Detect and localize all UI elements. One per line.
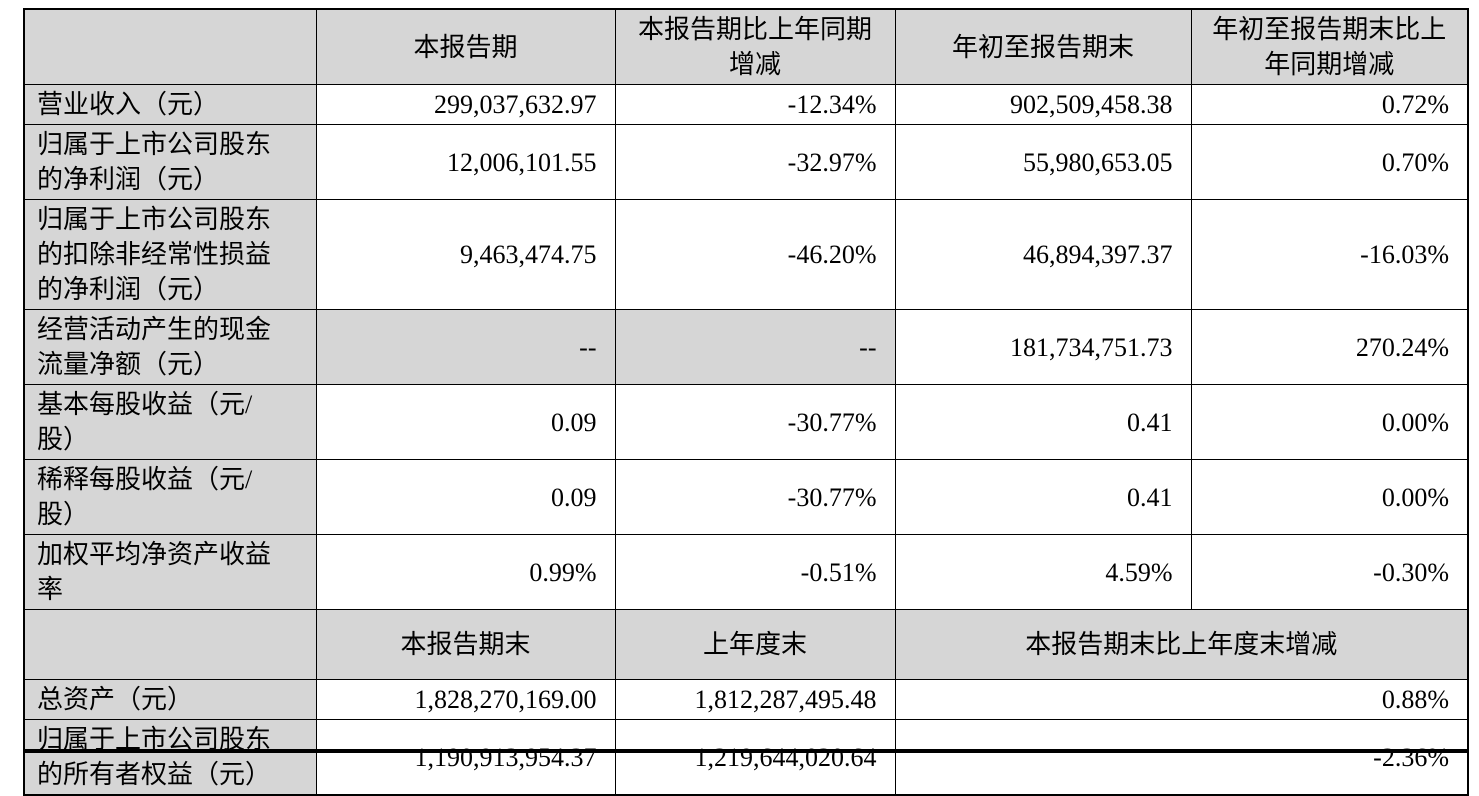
value-ytd: 46,894,397.37 bbox=[894, 199, 1192, 310]
value-ytd: 902,509,458.38 bbox=[894, 84, 1192, 125]
header-period-end-change: 本报告期末比上年度末增减 bbox=[894, 609, 1469, 680]
header-ytd: 年初至报告期末 bbox=[894, 8, 1192, 85]
value-ytd-change: -16.03% bbox=[1190, 199, 1469, 310]
value-ytd-change: 0.00% bbox=[1190, 384, 1469, 460]
value-ytd-change: 270.24% bbox=[1190, 309, 1469, 385]
value-period-change: -46.20% bbox=[614, 199, 896, 310]
value-ytd: 181,734,751.73 bbox=[894, 309, 1192, 385]
value-ytd: 0.41 bbox=[894, 459, 1192, 535]
financial-summary-table: 本报告期 本报告期比上年同期 增减 年初至报告期末 年初至报告期末比上 年同期增… bbox=[23, 8, 1469, 796]
table-row-equity: 归属于上市公司股东 的所有者权益（元） 1,190,913,954.37 1,2… bbox=[23, 719, 1469, 796]
row-label: 加权平均净资产收益 率 bbox=[23, 534, 317, 610]
header-prev-year-end: 上年度末 bbox=[614, 609, 896, 680]
row-label: 总资产（元） bbox=[23, 679, 317, 720]
value-period: 0.99% bbox=[315, 534, 616, 610]
table-row-operating-cash-flow: 经营活动产生的现金 流量净额（元） -- -- 181,734,751.73 2… bbox=[23, 309, 1469, 385]
header-period: 本报告期 bbox=[315, 8, 616, 85]
row-label: 归属于上市公司股东 的扣除非经常性损益 的净利润（元） bbox=[23, 199, 317, 310]
value-ytd-change: -0.30% bbox=[1190, 534, 1469, 610]
header-row-period-end: 本报告期末 上年度末 本报告期末比上年度末增减 bbox=[23, 609, 1469, 680]
value-period: 12,006,101.55 bbox=[315, 124, 616, 200]
value-period-change: -0.51% bbox=[614, 534, 896, 610]
row-label: 营业收入（元） bbox=[23, 84, 317, 125]
row-label: 归属于上市公司股东 的净利润（元） bbox=[23, 124, 317, 200]
value-ytd-change: 0.00% bbox=[1190, 459, 1469, 535]
value-period: -- bbox=[315, 309, 616, 385]
row-label: 经营活动产生的现金 流量净额（元） bbox=[23, 309, 317, 385]
row-label: 基本每股收益（元/ 股） bbox=[23, 384, 317, 460]
header-row-current-period: 本报告期 本报告期比上年同期 增减 年初至报告期末 年初至报告期末比上 年同期增… bbox=[23, 8, 1469, 85]
bottom-rule-divider bbox=[23, 749, 1467, 753]
header-period-end: 本报告期末 bbox=[315, 609, 616, 680]
table-row-net-profit: 归属于上市公司股东 的净利润（元） 12,006,101.55 -32.97% … bbox=[23, 124, 1469, 200]
table-row-diluted-eps: 稀释每股收益（元/ 股） 0.09 -30.77% 0.41 0.00% bbox=[23, 459, 1469, 535]
value-period-change: -30.77% bbox=[614, 384, 896, 460]
table-row-total-assets: 总资产（元） 1,828,270,169.00 1,812,287,495.48… bbox=[23, 679, 1469, 720]
value-period-end: 1,828,270,169.00 bbox=[315, 679, 616, 720]
value-period: 0.09 bbox=[315, 459, 616, 535]
header-empty-cell bbox=[23, 609, 317, 680]
header-period-change: 本报告期比上年同期 增减 bbox=[614, 8, 896, 85]
value-period-end: 1,190,913,954.37 bbox=[315, 719, 616, 796]
table-row-basic-eps: 基本每股收益（元/ 股） 0.09 -30.77% 0.41 0.00% bbox=[23, 384, 1469, 460]
value-prev-year-end: 1,219,644,020.64 bbox=[614, 719, 896, 796]
value-period: 299,037,632.97 bbox=[315, 84, 616, 125]
value-period-end-change: -2.36% bbox=[894, 719, 1469, 796]
value-period-change: -32.97% bbox=[614, 124, 896, 200]
value-period-change: -12.34% bbox=[614, 84, 896, 125]
table-row-net-profit-excl-nonrecurring: 归属于上市公司股东 的扣除非经常性损益 的净利润（元） 9,463,474.75… bbox=[23, 199, 1469, 310]
table-row-weighted-avg-roe: 加权平均净资产收益 率 0.99% -0.51% 4.59% -0.30% bbox=[23, 534, 1469, 610]
header-ytd-change: 年初至报告期末比上 年同期增减 bbox=[1190, 8, 1469, 85]
value-ytd: 0.41 bbox=[894, 384, 1192, 460]
value-period: 9,463,474.75 bbox=[315, 199, 616, 310]
row-label: 稀释每股收益（元/ 股） bbox=[23, 459, 317, 535]
table-row-revenue: 营业收入（元） 299,037,632.97 -12.34% 902,509,4… bbox=[23, 84, 1469, 125]
value-ytd-change: 0.72% bbox=[1190, 84, 1469, 125]
value-prev-year-end: 1,812,287,495.48 bbox=[614, 679, 896, 720]
header-empty-cell bbox=[23, 8, 317, 85]
value-ytd: 55,980,653.05 bbox=[894, 124, 1192, 200]
value-ytd: 4.59% bbox=[894, 534, 1192, 610]
value-period-change: -30.77% bbox=[614, 459, 896, 535]
value-period-change: -- bbox=[614, 309, 896, 385]
row-label: 归属于上市公司股东 的所有者权益（元） bbox=[23, 719, 317, 796]
value-period: 0.09 bbox=[315, 384, 616, 460]
value-period-end-change: 0.88% bbox=[894, 679, 1469, 720]
value-ytd-change: 0.70% bbox=[1190, 124, 1469, 200]
